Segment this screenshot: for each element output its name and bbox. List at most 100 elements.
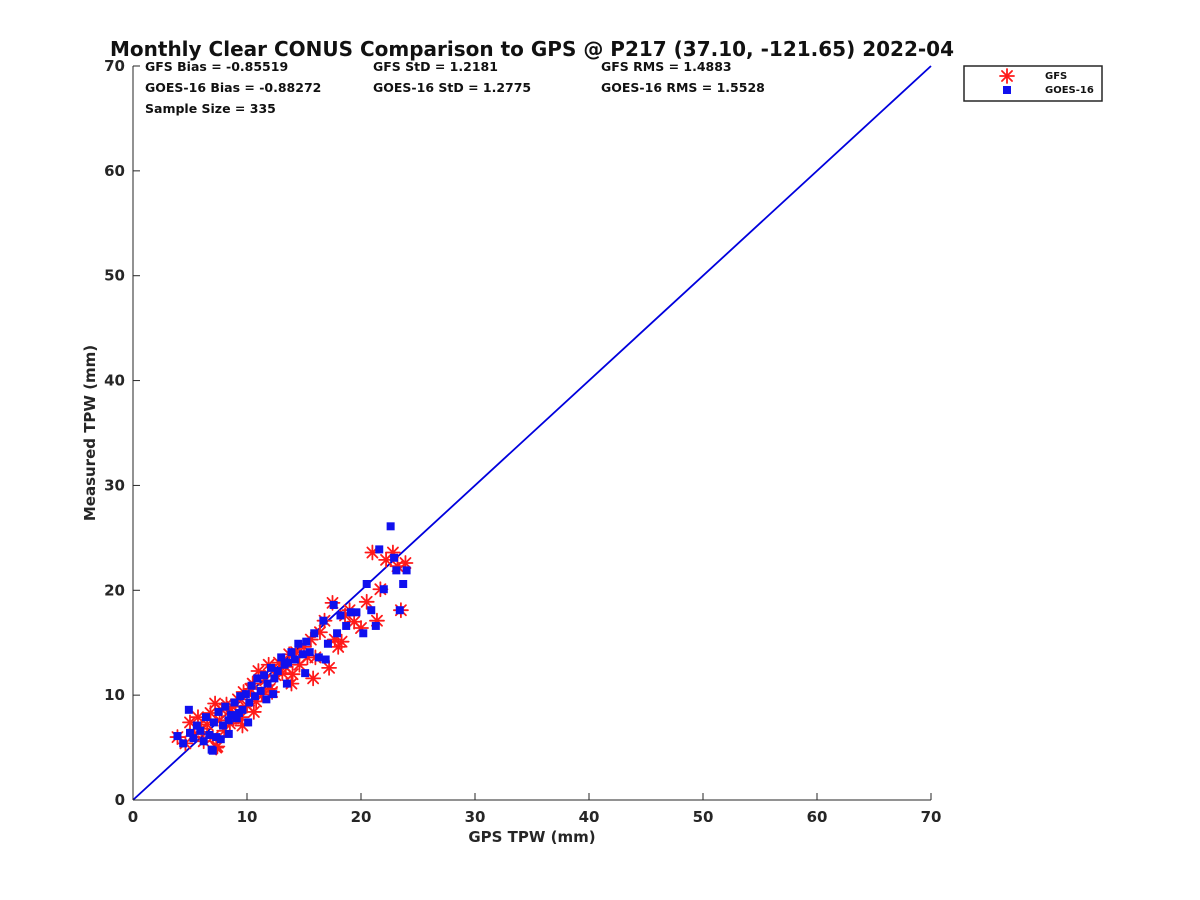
goes16-point [375, 545, 384, 554]
y-tick-label: 10 [104, 686, 125, 704]
goes16-point [209, 718, 218, 727]
goes16-point [399, 579, 408, 588]
x-tick-label: 30 [465, 808, 486, 826]
goes16-point [402, 566, 411, 575]
goes16-point [342, 621, 351, 630]
legend-goes16-label: GOES-16 [1045, 85, 1094, 96]
goes16-point [371, 621, 380, 630]
goes16-point [310, 629, 319, 638]
goes16-point [302, 637, 311, 646]
goes16-point [336, 611, 345, 620]
goes16-series [173, 522, 411, 755]
goes16-point [219, 721, 228, 730]
gfs-point [358, 593, 375, 610]
goes16-point [262, 695, 271, 704]
gfs-point [245, 704, 262, 720]
x-tick-label: 40 [579, 808, 600, 826]
goes16-point [186, 728, 194, 737]
goes16-point [244, 718, 253, 727]
legend-gfs-marker [999, 68, 1015, 84]
goes16-point [192, 721, 201, 730]
goes16-point [196, 726, 205, 735]
goes-rms-text: GOES-16 RMS = 1.5528 [601, 80, 765, 95]
goes16-point [266, 663, 275, 672]
gfs-point [305, 670, 322, 687]
goes16-point [216, 735, 225, 744]
legend-gfs-label: GFS [1045, 71, 1067, 82]
goes16-point [201, 713, 210, 722]
x-tick-label: 10 [237, 808, 258, 826]
goes16-point [256, 686, 265, 695]
x-axis-label: GPS TPW (mm) [468, 828, 595, 846]
y-axis-label: Measured TPW (mm) [81, 345, 99, 521]
goes16-point [359, 629, 368, 638]
goes16-point [362, 579, 371, 588]
legend-goes16-marker [1003, 86, 1011, 94]
goes16-point [290, 655, 299, 664]
x-tick-label: 70 [921, 808, 942, 826]
goes16-point [184, 705, 193, 714]
goes16-point [273, 667, 282, 676]
goes16-point [179, 739, 188, 748]
goes16-point [352, 608, 361, 617]
goes16-point [221, 702, 230, 711]
goes16-point [287, 648, 296, 657]
y-tick-label: 20 [104, 581, 125, 599]
goes16-point [367, 606, 376, 615]
goes16-point [224, 716, 233, 725]
goes16-point [346, 608, 355, 617]
goes16-point [282, 679, 291, 688]
goes16-point [305, 648, 314, 657]
goes16-point [230, 698, 239, 707]
goes16-point [301, 669, 310, 678]
goes16-point [253, 674, 262, 683]
y-tick-label: 0 [115, 791, 125, 809]
x-tick-label: 60 [807, 808, 828, 826]
goes16-point [319, 616, 328, 625]
goes16-point [236, 692, 245, 701]
chart-title: Monthly Clear CONUS Comparison to GPS @ … [110, 37, 954, 61]
goes16-point [224, 729, 233, 738]
sample-size-text: Sample Size = 335 [145, 101, 276, 116]
legend: GFS GOES-16 [963, 65, 1103, 102]
gfs-point [346, 613, 363, 630]
y-tick-label: 40 [104, 372, 125, 390]
goes16-point [205, 730, 214, 739]
goes16-point [270, 674, 279, 683]
goes16-point [214, 707, 223, 716]
goes16-point [392, 566, 401, 575]
goes16-point [208, 746, 217, 755]
goes16-point [329, 600, 338, 609]
goes16-point [269, 690, 278, 699]
goes16-point [199, 737, 208, 746]
gfs-point [284, 666, 301, 683]
goes16-point [386, 522, 395, 531]
x-tick-label: 0 [128, 808, 138, 826]
legend-gfs-asterisk [999, 68, 1015, 84]
goes16-point [235, 708, 244, 717]
goes-bias-text: GOES-16 Bias = -0.88272 [145, 80, 321, 95]
gfs-std-text: GFS StD = 1.2181 [373, 59, 498, 74]
goes16-point [284, 658, 293, 667]
legend-box [963, 65, 1103, 102]
goes16-point [189, 734, 198, 743]
goes16-point [298, 650, 307, 659]
goes16-point [232, 714, 241, 723]
x-tick-label: 50 [693, 808, 714, 826]
y-tick-label: 50 [104, 267, 125, 285]
goes16-point [323, 639, 332, 648]
x-tick-label: 20 [351, 808, 372, 826]
goes16-point [321, 655, 330, 664]
goes16-point [263, 679, 272, 688]
y-tick-label: 70 [104, 57, 125, 75]
axis-ticks: 0 10 20 30 40 50 60 70 0 10 20 30 40 50 60 70 [104, 57, 941, 826]
goes16-point [247, 681, 256, 690]
gfs-bias-text: GFS Bias = -0.85519 [145, 59, 288, 74]
goes-std-text: GOES-16 StD = 1.2775 [373, 80, 531, 95]
goes16-point [333, 629, 342, 638]
gfs-rms-text: GFS RMS = 1.4883 [601, 59, 732, 74]
goes16-point [260, 671, 269, 680]
goes16-point [277, 653, 286, 662]
goes16-point [250, 692, 259, 701]
